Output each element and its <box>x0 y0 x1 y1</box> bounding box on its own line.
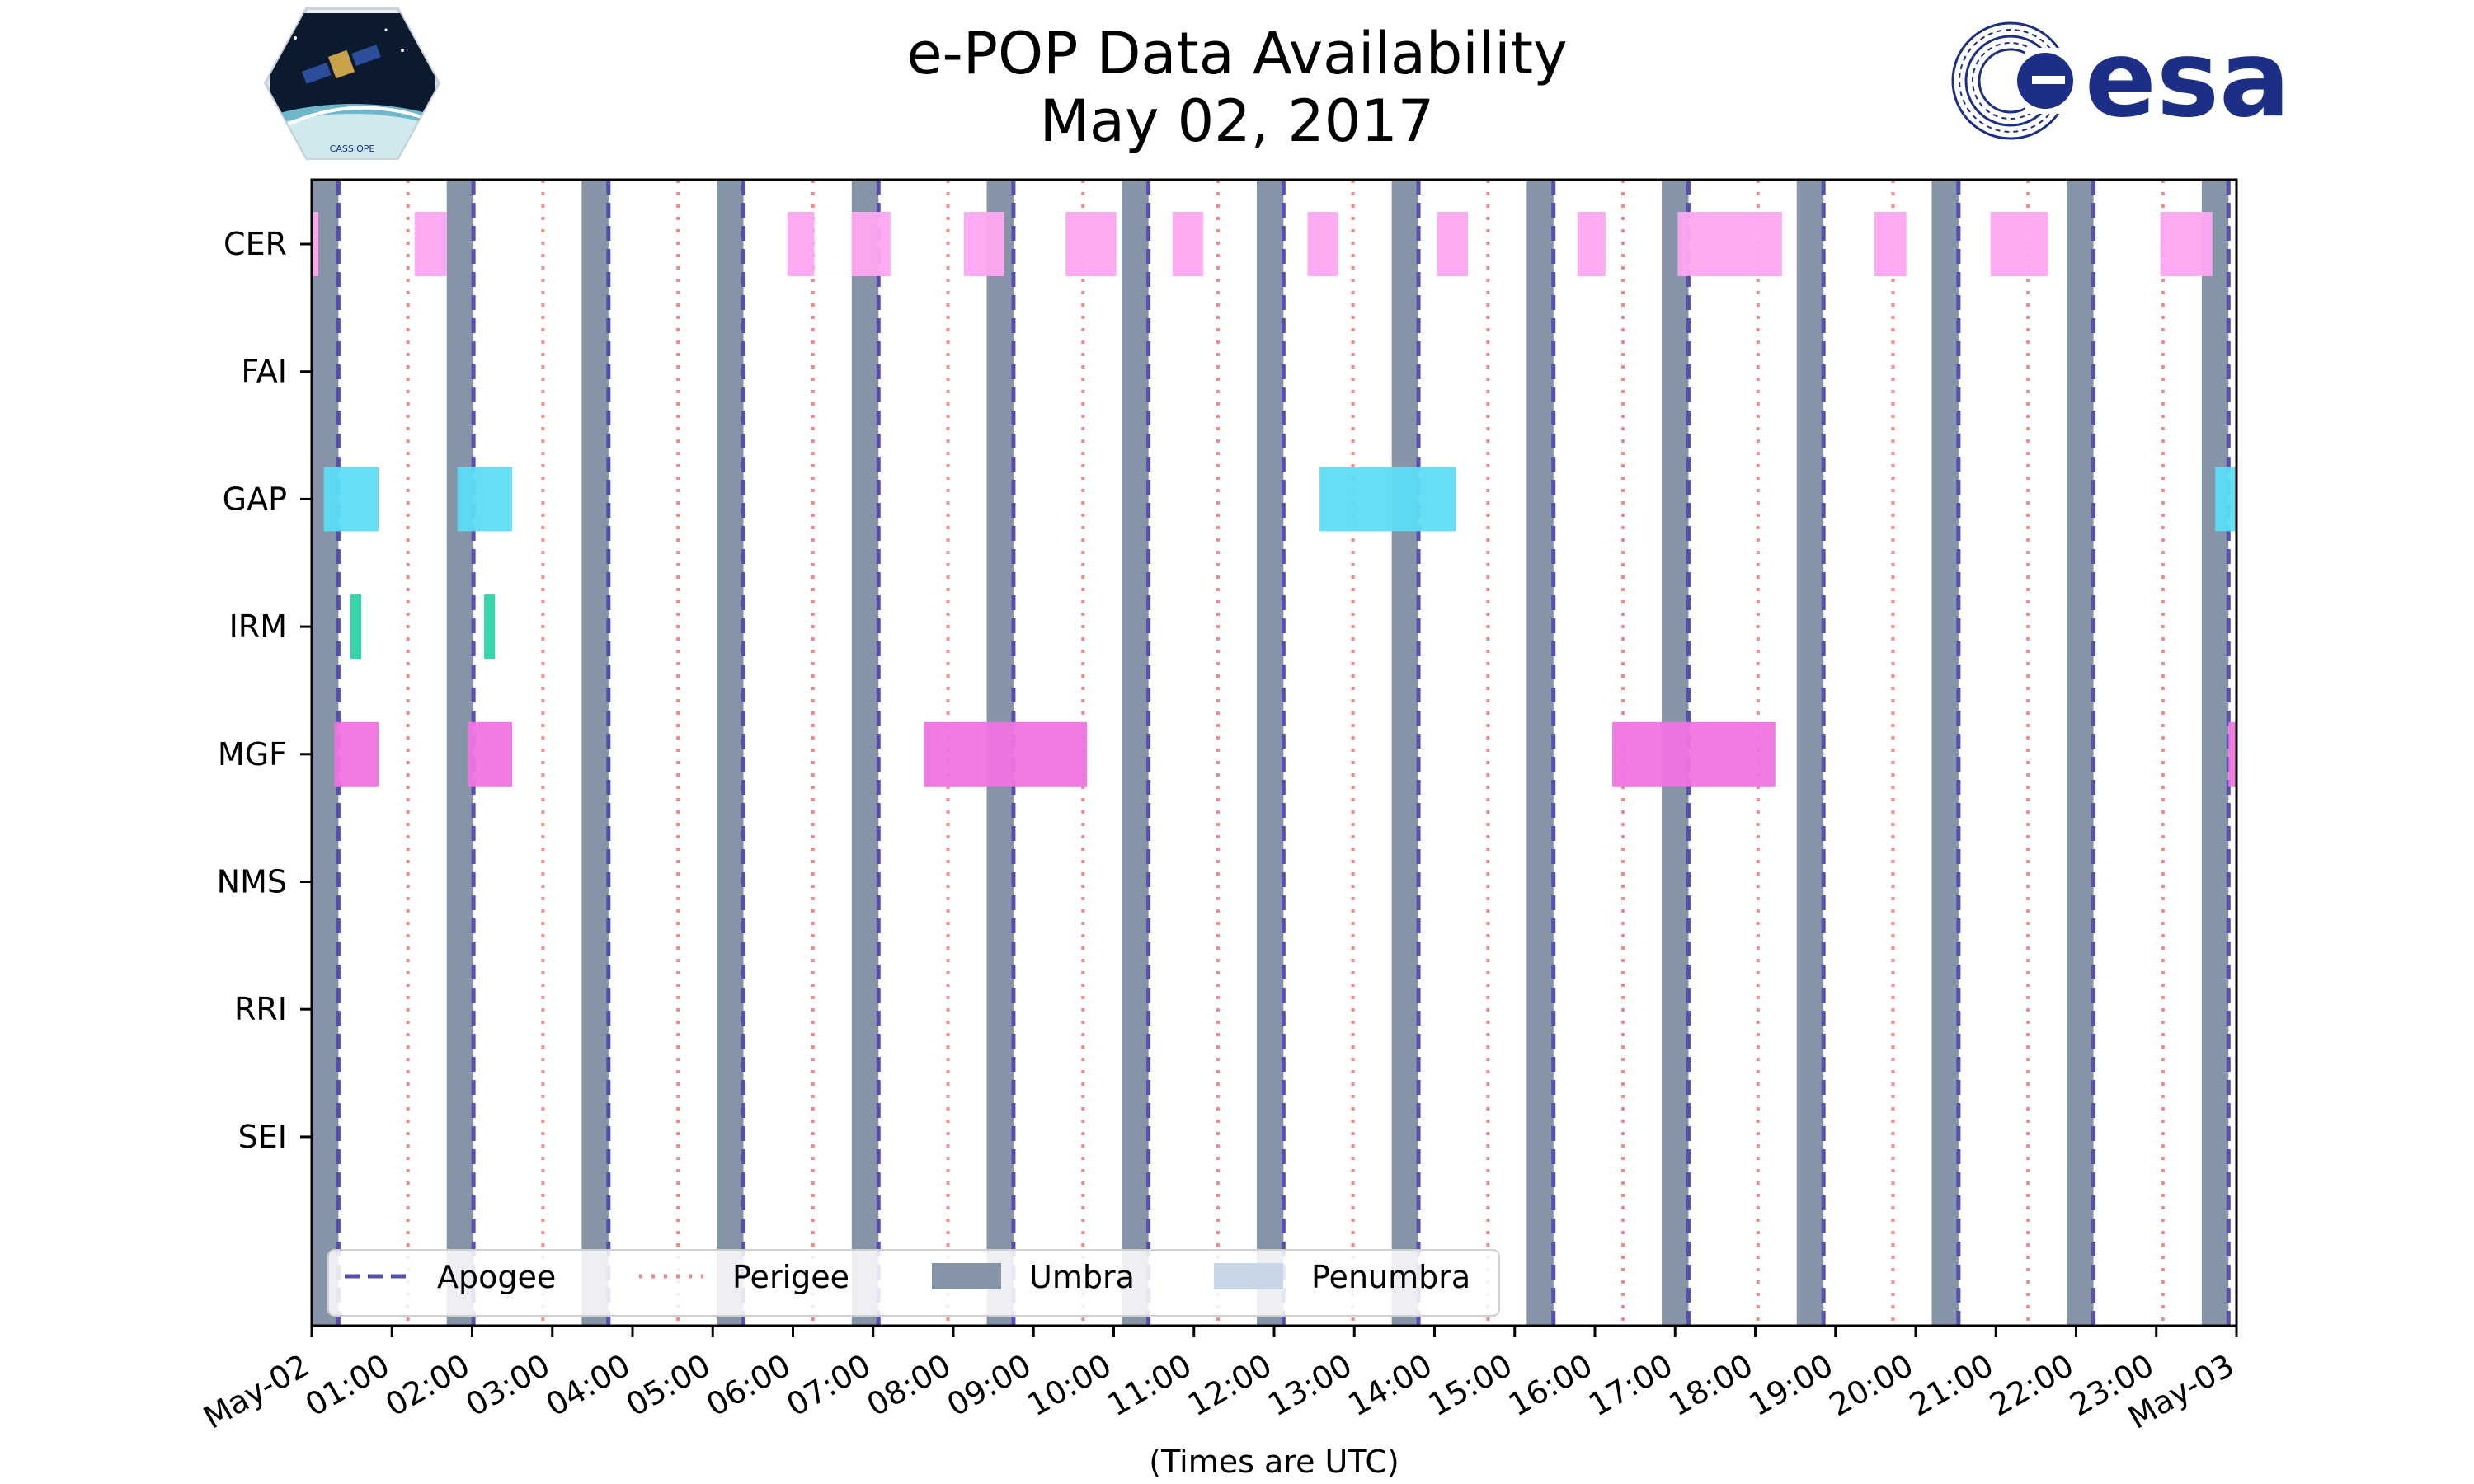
x-tick-label: 13:00 <box>1262 1347 1358 1424</box>
umbra-band <box>1122 180 1149 1326</box>
umbra-band <box>2201 180 2229 1326</box>
x-tick-label: May-03 <box>2122 1347 2240 1436</box>
availability-bar-cer <box>1577 212 1606 276</box>
x-tick-label: 01:00 <box>299 1347 396 1424</box>
availability-bar-gap <box>323 467 379 532</box>
chart-date: May 02, 2017 <box>1039 87 1435 155</box>
availability-bar-cer <box>1677 212 1782 276</box>
availability-bar-mgf <box>468 721 513 787</box>
x-tick-label: 18:00 <box>1663 1347 1759 1424</box>
availability-bar-irm <box>350 594 361 660</box>
availability-bar-gap <box>457 467 513 532</box>
x-tick-label: 05:00 <box>620 1347 717 1424</box>
y-tick-label: SEI <box>238 1119 287 1155</box>
umbra-band <box>986 180 1014 1326</box>
x-tick-label: 08:00 <box>861 1347 957 1424</box>
chart-title: e-POP Data Availability <box>906 20 1568 87</box>
availability-bar-mgf <box>924 721 1088 787</box>
x-tick-label: 03:00 <box>459 1347 556 1424</box>
availability-bar-cer <box>788 212 815 276</box>
x-tick-label: 02:00 <box>379 1347 476 1424</box>
y-tick-label: RRI <box>234 991 287 1027</box>
x-tick-label: 17:00 <box>1583 1347 1679 1424</box>
umbra-layer <box>312 180 2229 1326</box>
availability-bar-mgf <box>2228 721 2236 787</box>
legend-frame <box>327 1249 1500 1317</box>
y-axis: CER FAI GAP IRM MGF NMS RRI SEI <box>217 226 312 1155</box>
availability-bar-gap <box>1319 467 1456 532</box>
esa-logo-text: esa <box>2085 18 2290 141</box>
legend: Apogee Perigee Umbra Penumbra <box>327 1249 1500 1317</box>
availability-bar-cer <box>1437 212 1469 276</box>
umbra-band <box>581 180 609 1326</box>
availability-bar-cer <box>2160 212 2213 276</box>
y-tick-label: IRM <box>229 608 287 645</box>
legend-penumbra-swatch <box>1214 1263 1283 1289</box>
availability-bar-irm <box>484 594 496 660</box>
cassiope-logo: CASSIOPE <box>263 7 441 160</box>
legend-apogee-label: Apogee <box>437 1259 556 1295</box>
x-tick-label: 11:00 <box>1101 1347 1197 1424</box>
x-tick-label: 10:00 <box>1021 1347 1117 1424</box>
x-tick-label: 15:00 <box>1422 1347 1518 1424</box>
umbra-band <box>1931 180 1959 1326</box>
availability-bar-cer <box>1172 212 1204 276</box>
x-tick-label: 09:00 <box>941 1347 1037 1424</box>
umbra-band <box>1796 180 1824 1326</box>
legend-penumbra-label: Penumbra <box>1311 1259 1470 1295</box>
availability-bar-cer <box>312 212 319 276</box>
y-tick-label: CER <box>223 226 287 262</box>
cassiope-logo-label: CASSIOPE <box>330 143 375 154</box>
x-tick-label: 16:00 <box>1503 1347 1599 1424</box>
perigee-layer <box>406 180 2165 1326</box>
x-tick-label: 14:00 <box>1342 1347 1438 1424</box>
y-tick-label: MGF <box>218 736 287 773</box>
umbra-band <box>717 180 744 1326</box>
umbra-band <box>1256 180 1284 1326</box>
x-axis-label: (Times are UTC) <box>1149 1444 1399 1480</box>
availability-bar-cer <box>1065 212 1117 276</box>
availability-bar-cer <box>963 212 1004 276</box>
y-tick-label: FAI <box>241 354 287 390</box>
availability-bar-gap <box>2215 467 2236 532</box>
umbra-band <box>1526 180 1554 1326</box>
y-tick-label: NMS <box>217 864 287 900</box>
x-tick-label: 21:00 <box>1903 1347 2000 1424</box>
y-tick-label: GAP <box>223 481 287 517</box>
umbra-band <box>1391 180 1419 1326</box>
esa-logo: esa <box>1951 18 2290 141</box>
availability-bar-cer <box>1874 212 1907 276</box>
x-tick-label: 07:00 <box>780 1347 877 1424</box>
legend-perigee-label: Perigee <box>732 1259 849 1295</box>
availability-bars <box>312 212 2236 787</box>
plot-frame <box>310 178 2238 1327</box>
apogee-layer <box>336 180 2231 1326</box>
legend-umbra-label: Umbra <box>1029 1259 1135 1295</box>
availability-bar-mgf <box>334 721 379 787</box>
legend-umbra-swatch <box>932 1263 1001 1289</box>
umbra-band <box>2067 180 2094 1326</box>
availability-bar-cer <box>1307 212 1338 276</box>
x-tick-label: 04:00 <box>540 1347 637 1424</box>
umbra-band <box>1662 180 1689 1326</box>
umbra-band <box>446 180 474 1326</box>
x-tick-label: 06:00 <box>700 1347 797 1424</box>
umbra-band <box>851 180 879 1326</box>
availability-bar-cer <box>1990 212 2048 276</box>
esa-globe-icon <box>1951 21 2083 140</box>
x-axis: May-0201:0002:0003:0004:0005:0006:0007:0… <box>197 1326 2241 1436</box>
availability-bar-cer <box>414 212 447 276</box>
x-tick-label: 12:00 <box>1182 1347 1278 1424</box>
x-tick-label: 20:00 <box>1823 1347 1920 1424</box>
x-tick-label: 22:00 <box>1983 1347 2080 1424</box>
x-tick-label: 19:00 <box>1743 1347 1839 1424</box>
availability-bar-mgf <box>1612 721 1776 787</box>
umbra-band <box>312 180 339 1326</box>
availability-bar-cer <box>851 212 891 276</box>
x-tick-label: May-02 <box>197 1347 315 1436</box>
x-tick-label: 23:00 <box>2063 1347 2160 1424</box>
